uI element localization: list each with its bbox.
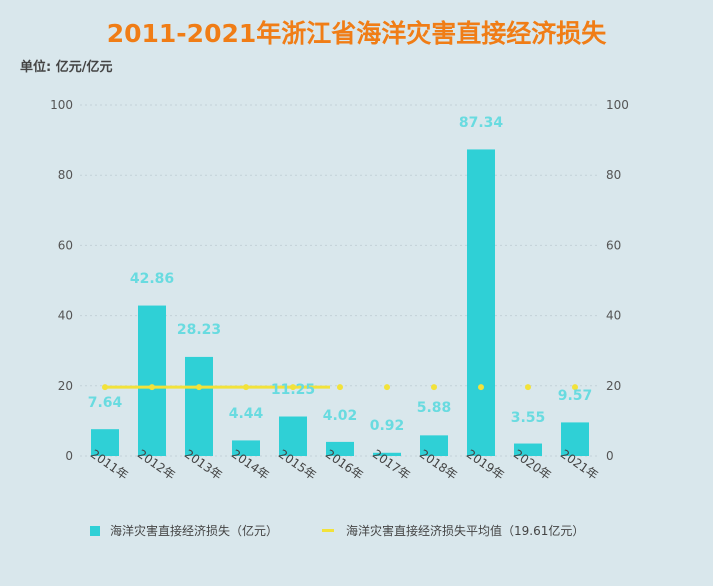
data-label: 9.57 [558,388,593,404]
bar [232,440,260,456]
chart-title: 2011-2021年浙江省海洋灾害直接经济损失 [106,19,607,48]
bar [420,435,448,456]
average-line-point [196,384,202,391]
data-label: 7.64 [88,395,123,411]
data-label: 4.02 [323,408,358,424]
data-label: 4.44 [229,406,264,422]
average-line-point [290,384,296,391]
data-label: 87.34 [459,115,504,131]
average-line-point [337,384,343,391]
y-tick-label-right: 20 [606,379,621,393]
y-tick-label-right: 100 [606,98,629,112]
bar [373,452,401,456]
y-tick-label-right: 60 [606,238,621,252]
unit-label: 单位: 亿元/亿元 [20,60,113,75]
average-line-point [384,384,390,391]
legend-label-line: 海洋灾害直接经济损失平均值（19.61亿元） [346,524,585,538]
data-label: 5.88 [417,400,452,416]
average-line-point [525,384,531,391]
average-line-point [431,384,437,391]
x-tick-label: 2017年 [370,447,413,483]
data-label: 3.55 [511,410,546,426]
data-label: 0.92 [370,418,405,434]
legend-swatch-bar [90,525,100,536]
legend-label-bar: 海洋灾害直接经济损失（亿元） [110,524,279,538]
legend-item-line[interactable]: 海洋灾害直接经济损失平均值（19.61亿元） [322,522,584,539]
average-line-point [478,384,484,391]
bar [561,422,589,456]
y-tick-label-left: 20 [58,379,73,393]
average-line-point [572,384,578,391]
average-line-point [149,384,155,391]
bar [279,416,307,456]
y-tick-label-left: 60 [58,238,73,252]
y-tick-label-right: 0 [606,449,614,463]
y-tick-label-left: 0 [65,449,73,463]
y-tick-label-left: 80 [58,168,73,182]
average-line-point [102,384,108,391]
bar [185,356,213,456]
data-label: 28.23 [177,322,221,338]
bar [138,305,166,456]
y-tick-label-left: 100 [50,98,73,112]
average-line-point [243,384,249,391]
y-tick-label-left: 40 [58,309,73,323]
bar [514,443,542,456]
legend-swatch-line [322,529,334,532]
data-label: 11.25 [271,382,315,398]
y-tick-label-right: 40 [606,309,621,323]
bar [326,441,354,456]
data-label: 42.86 [130,271,174,287]
bar [467,149,495,457]
bar [91,429,119,456]
legend-item-bar[interactable]: 海洋灾害直接经济损失（亿元） [90,522,278,539]
y-tick-label-right: 80 [606,168,621,182]
